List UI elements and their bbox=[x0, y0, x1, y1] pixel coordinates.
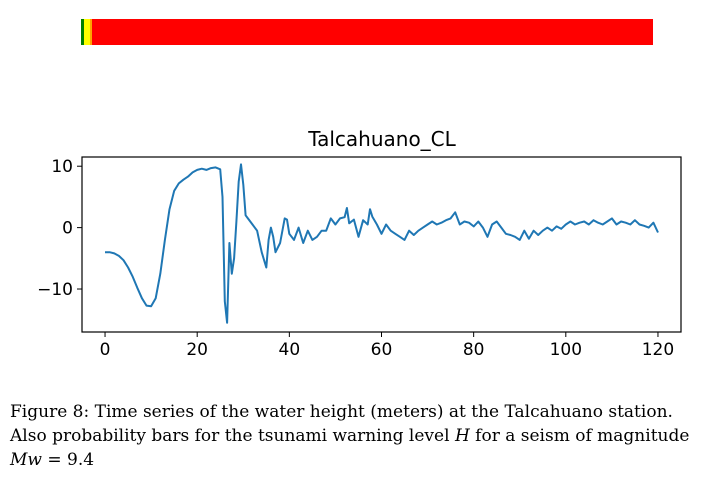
caption-line-2-rest: for a seism of magnitude bbox=[475, 426, 690, 446]
figure-caption: Figure 8: Time series of the water heigh… bbox=[10, 400, 700, 472]
caption-var-h: H bbox=[454, 426, 470, 446]
caption-line-1: Figure 8: Time series of the water heigh… bbox=[10, 402, 673, 422]
probability-segment-orange bbox=[90, 19, 93, 45]
caption-line-2: Also probability bars for the tsunami wa… bbox=[10, 424, 700, 448]
plot-frame bbox=[81, 156, 682, 333]
x-tick-label: 0 bbox=[100, 340, 111, 360]
caption-var-mw: Mw bbox=[10, 450, 42, 470]
probability-segment-red bbox=[92, 19, 653, 45]
x-tick-label: 100 bbox=[550, 340, 582, 360]
caption-line-3-rest: = 9.4 bbox=[47, 450, 95, 470]
probability-bar bbox=[81, 19, 653, 45]
caption-line-3: Mw = 9.4 bbox=[10, 448, 700, 472]
x-tick-label: 120 bbox=[642, 340, 674, 360]
x-tick-label: 60 bbox=[371, 340, 393, 360]
y-tick-label: −10 bbox=[37, 280, 73, 300]
x-tick-label: 80 bbox=[463, 340, 485, 360]
caption-line-2-text: Also probability bars for the tsunami wa… bbox=[10, 426, 450, 446]
y-tick-label: 10 bbox=[51, 157, 73, 177]
probability-segment-green bbox=[81, 19, 85, 45]
probability-segment-yellow bbox=[84, 19, 91, 45]
x-tick-label: 20 bbox=[186, 340, 208, 360]
chart-title: Talcahuano_CL bbox=[307, 127, 456, 151]
y-tick-label: 0 bbox=[62, 219, 73, 239]
x-tick-label: 40 bbox=[279, 340, 301, 360]
series-line bbox=[105, 163, 659, 324]
